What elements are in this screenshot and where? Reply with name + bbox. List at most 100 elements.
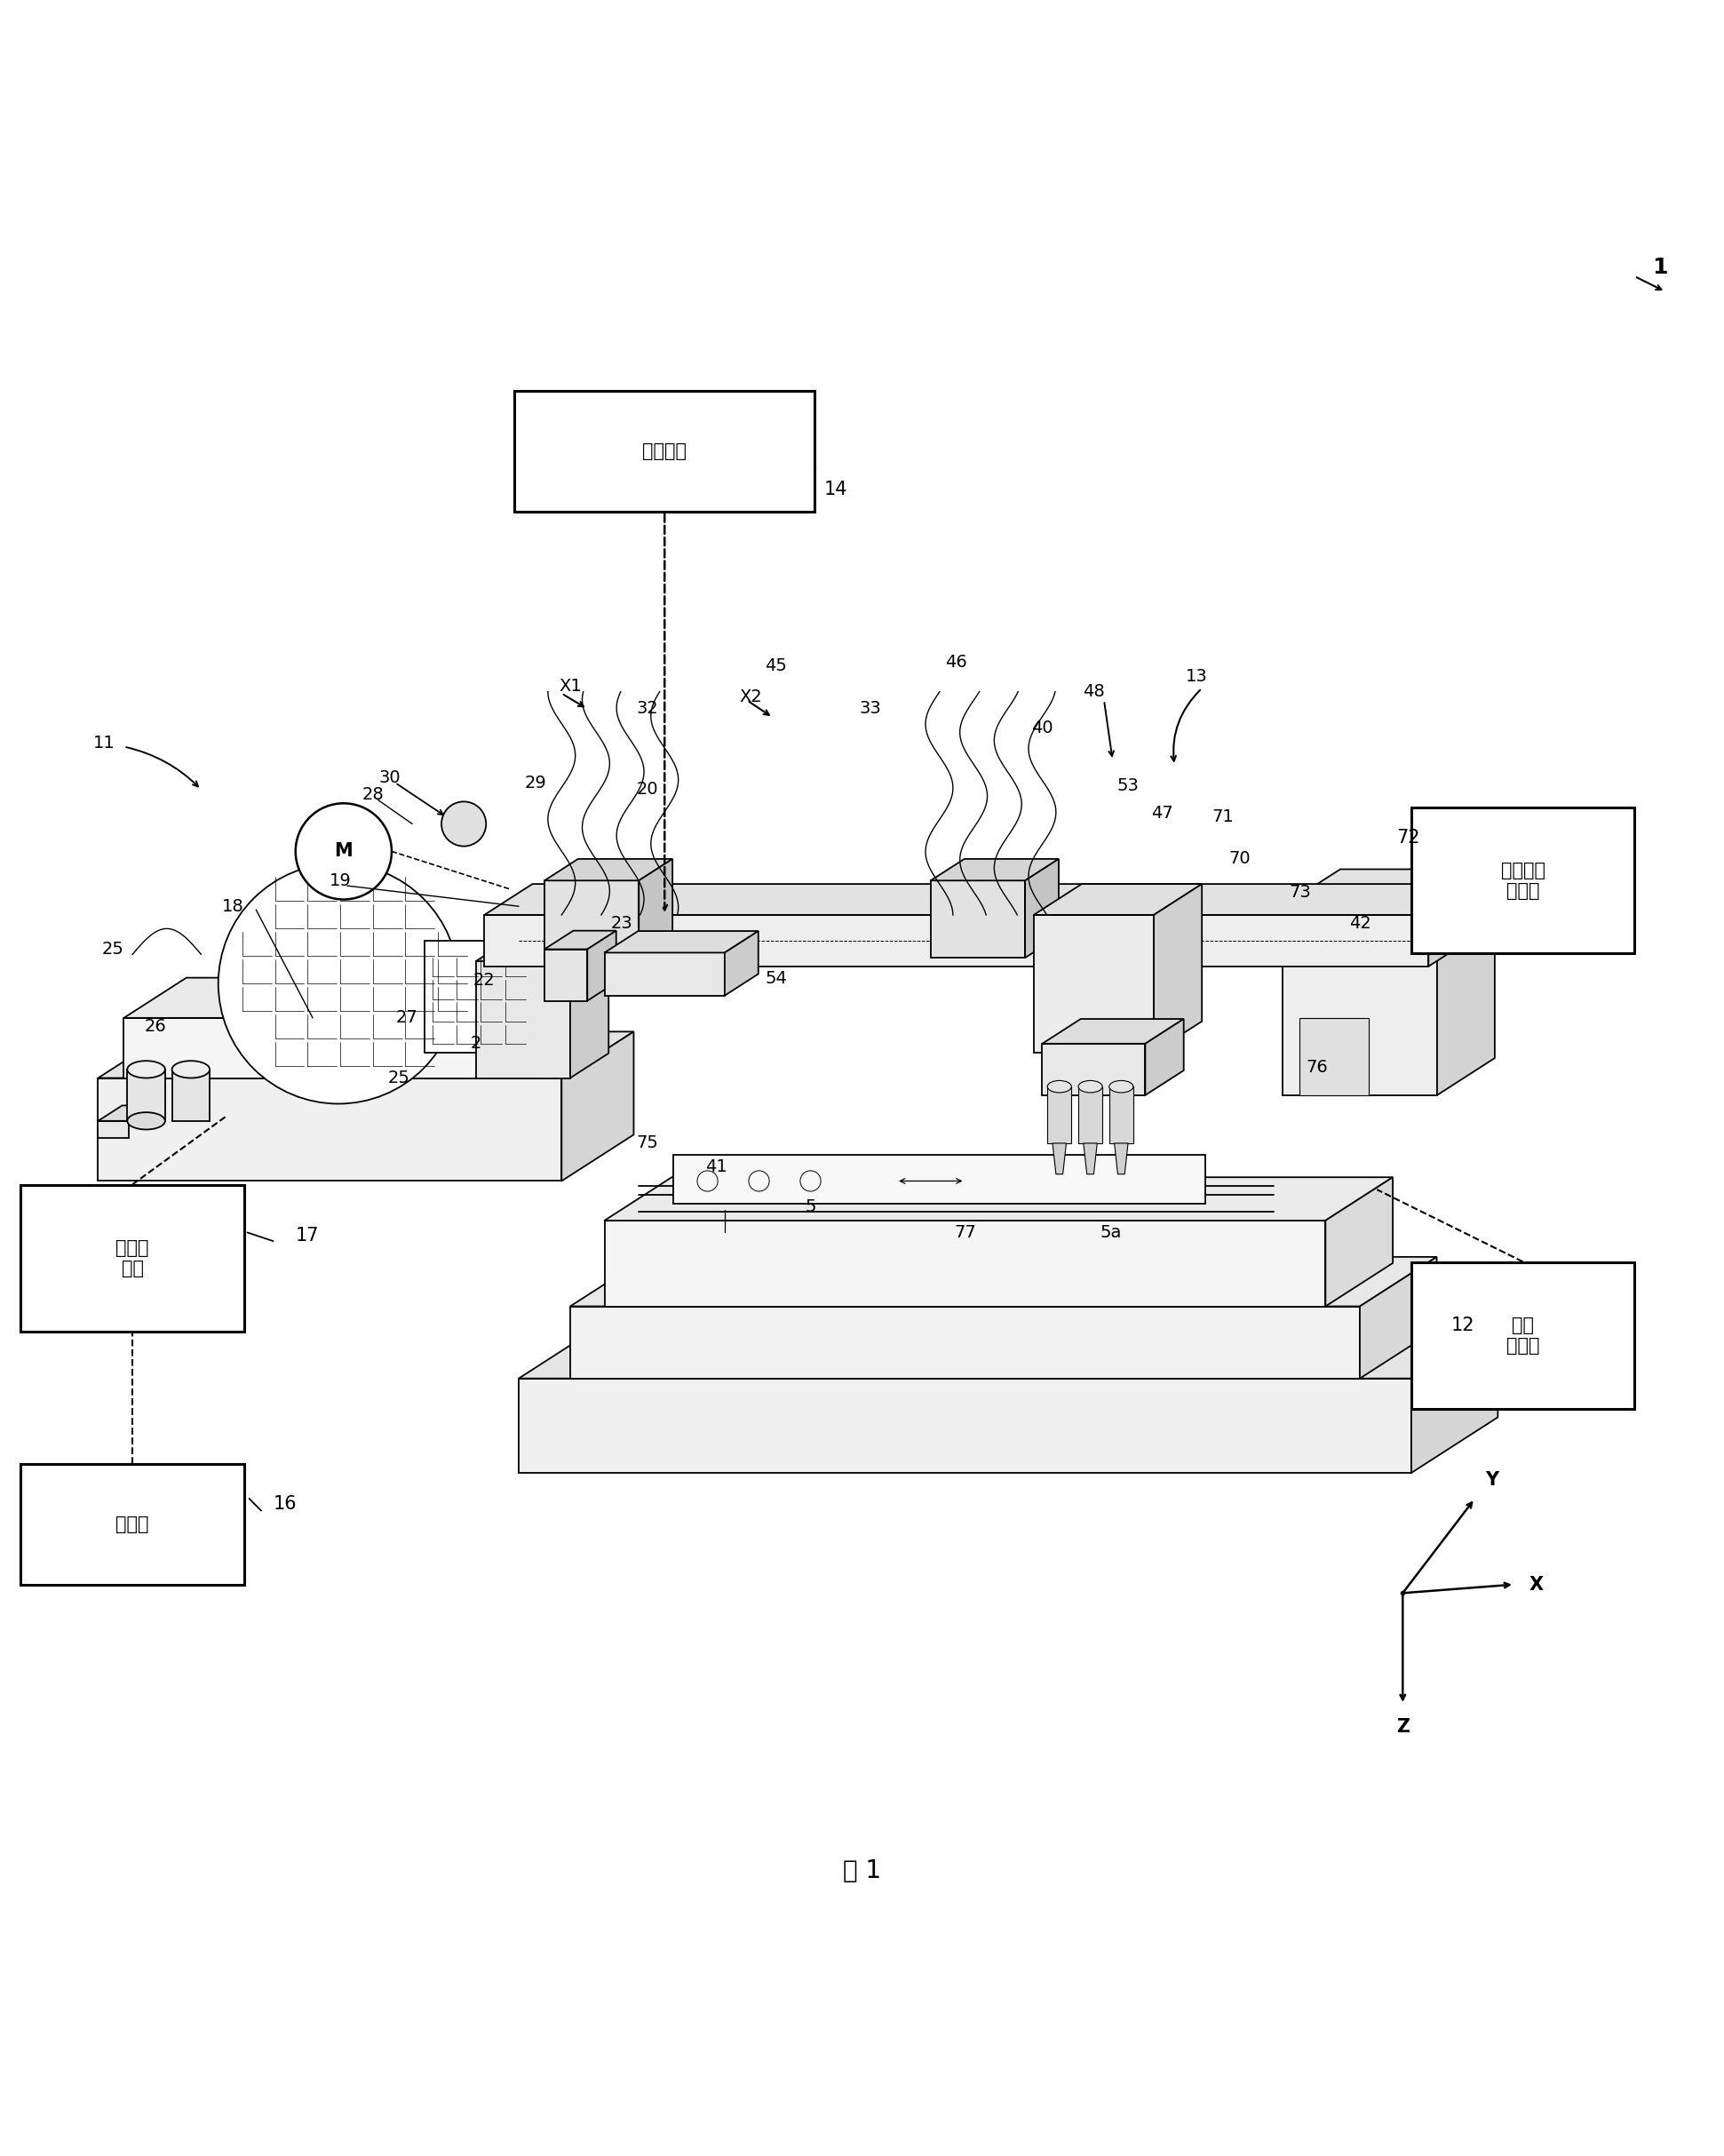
Polygon shape: [1283, 906, 1438, 1095]
Text: 72: 72: [1396, 828, 1421, 847]
Text: 18: 18: [222, 897, 245, 914]
Text: 5: 5: [805, 1199, 815, 1216]
Polygon shape: [128, 1069, 166, 1121]
Bar: [21, 1464, 245, 1585]
Text: 73: 73: [1290, 884, 1310, 901]
Polygon shape: [1026, 858, 1059, 957]
Text: 53: 53: [1117, 778, 1140, 796]
Polygon shape: [1109, 1087, 1133, 1143]
Polygon shape: [1034, 914, 1153, 1052]
Polygon shape: [1421, 936, 1459, 1078]
Text: 29: 29: [524, 774, 547, 791]
Polygon shape: [1326, 1177, 1393, 1307]
Polygon shape: [98, 1106, 153, 1121]
Text: 液态材料
供给源: 液态材料 供给源: [1500, 862, 1545, 899]
Polygon shape: [605, 931, 759, 953]
Text: 5a: 5a: [1100, 1225, 1122, 1242]
Bar: [514, 390, 815, 511]
Polygon shape: [545, 931, 615, 949]
Text: 基板
移动部: 基板 移动部: [1507, 1317, 1540, 1354]
Text: 42: 42: [1348, 914, 1371, 931]
Text: 33: 33: [860, 701, 881, 718]
Text: 22: 22: [474, 972, 495, 990]
Polygon shape: [124, 977, 598, 1018]
Polygon shape: [1043, 1044, 1145, 1095]
Bar: [672, 1156, 1205, 1203]
Polygon shape: [931, 858, 1059, 880]
Polygon shape: [1283, 869, 1495, 906]
Polygon shape: [1360, 1257, 1436, 1378]
Ellipse shape: [128, 1061, 166, 1078]
Text: 41: 41: [705, 1158, 728, 1175]
Polygon shape: [1053, 1143, 1065, 1175]
Text: 16: 16: [272, 1494, 297, 1514]
Polygon shape: [1438, 869, 1495, 1095]
Text: 13: 13: [1186, 668, 1209, 686]
Polygon shape: [605, 953, 724, 996]
Text: 32: 32: [636, 701, 659, 718]
Text: 47: 47: [1152, 804, 1174, 821]
Text: 48: 48: [1083, 683, 1105, 701]
Text: 图 1: 图 1: [843, 1858, 881, 1884]
Polygon shape: [571, 936, 609, 1078]
Text: 28: 28: [362, 787, 384, 804]
Text: 77: 77: [953, 1225, 976, 1242]
Text: 46: 46: [945, 653, 967, 671]
Polygon shape: [98, 1031, 634, 1078]
Polygon shape: [545, 880, 640, 957]
Text: 11: 11: [93, 735, 116, 752]
Text: Y: Y: [1486, 1470, 1498, 1488]
Polygon shape: [1114, 1143, 1127, 1175]
Polygon shape: [571, 1257, 1436, 1307]
Circle shape: [441, 802, 486, 845]
Polygon shape: [562, 1031, 634, 1181]
Polygon shape: [1429, 884, 1476, 966]
Text: 45: 45: [765, 658, 788, 675]
Text: X2: X2: [740, 688, 762, 705]
Text: 70: 70: [1229, 849, 1250, 867]
Polygon shape: [1326, 936, 1459, 962]
Polygon shape: [98, 1121, 129, 1138]
Text: 20: 20: [636, 780, 659, 798]
Polygon shape: [172, 1069, 210, 1121]
Polygon shape: [1078, 1087, 1102, 1143]
Polygon shape: [476, 962, 571, 1078]
Polygon shape: [724, 931, 759, 996]
Text: 71: 71: [1212, 808, 1233, 826]
Ellipse shape: [128, 1112, 166, 1130]
Text: 23: 23: [610, 914, 633, 931]
Bar: [1300, 1018, 1369, 1095]
Text: 17: 17: [295, 1227, 319, 1244]
Polygon shape: [519, 1324, 1498, 1378]
Bar: [424, 940, 536, 1052]
Polygon shape: [605, 1220, 1326, 1307]
Text: 14: 14: [824, 481, 848, 498]
Text: 26: 26: [145, 1018, 167, 1035]
Text: 27: 27: [397, 1009, 419, 1026]
Text: 30: 30: [379, 770, 402, 787]
Text: 1: 1: [1652, 257, 1669, 278]
Polygon shape: [1153, 884, 1202, 1052]
Bar: [21, 1186, 245, 1330]
Text: 76: 76: [1305, 1059, 1327, 1076]
Ellipse shape: [172, 1061, 210, 1078]
Text: 25: 25: [102, 940, 124, 957]
Polygon shape: [1412, 1324, 1498, 1473]
Polygon shape: [605, 1177, 1393, 1220]
Text: 25: 25: [388, 1069, 410, 1087]
Ellipse shape: [1109, 1080, 1133, 1093]
Text: 19: 19: [329, 873, 352, 888]
Text: X1: X1: [559, 679, 581, 694]
Text: 40: 40: [1031, 720, 1053, 735]
Polygon shape: [98, 1078, 562, 1181]
Text: M: M: [334, 843, 353, 860]
Text: 75: 75: [636, 1134, 659, 1151]
Polygon shape: [1048, 1087, 1071, 1143]
Text: 控制装置: 控制装置: [643, 442, 686, 459]
Text: Z: Z: [1396, 1718, 1410, 1736]
Polygon shape: [484, 884, 1476, 914]
Circle shape: [219, 862, 459, 1104]
Text: 12: 12: [1452, 1317, 1474, 1335]
Polygon shape: [519, 1378, 1412, 1473]
Polygon shape: [476, 936, 609, 962]
